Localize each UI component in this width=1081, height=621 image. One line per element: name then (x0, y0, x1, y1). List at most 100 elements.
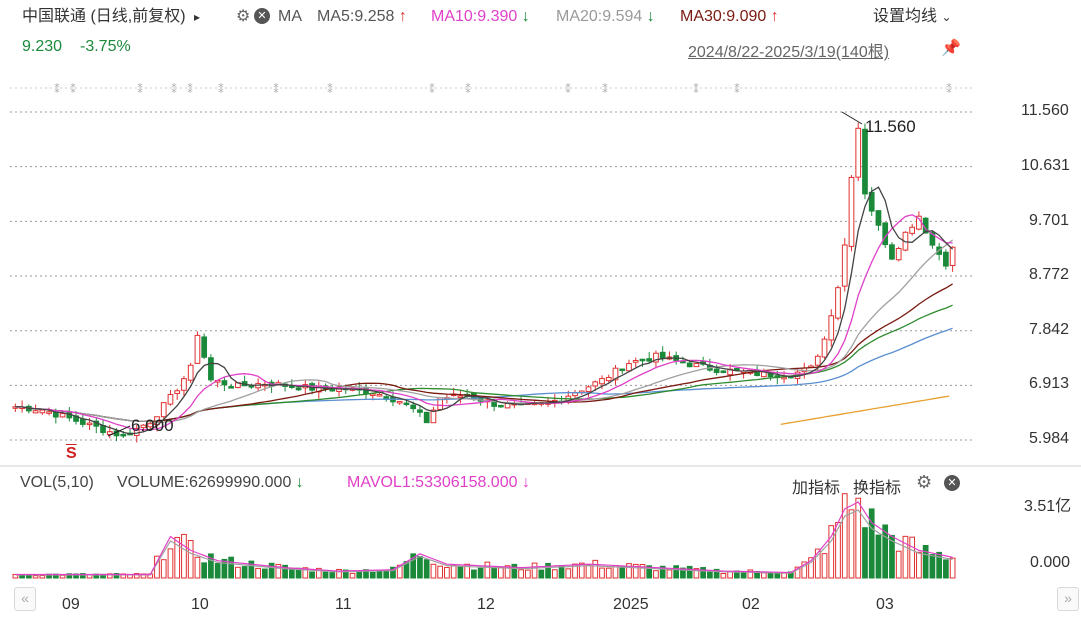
y-tick-label: 8.772 (1029, 266, 1070, 283)
volume-chart (12, 493, 956, 579)
volume-bar (632, 563, 639, 579)
volume-bar (282, 564, 288, 579)
candle (140, 424, 147, 429)
volume-bar (558, 565, 565, 579)
x-tick-label: 11 (335, 596, 352, 613)
candle (821, 338, 828, 358)
volume-bar (686, 565, 693, 579)
volume-bar (417, 555, 423, 579)
candle (612, 367, 619, 381)
volume-bar (255, 567, 261, 579)
scroll-right-button[interactable]: » (1057, 587, 1079, 611)
chevron-down-icon: ⌄ (941, 10, 952, 24)
candle (646, 358, 653, 362)
candle (693, 362, 700, 368)
volume-bar (707, 571, 713, 579)
volume-bar (619, 566, 626, 579)
candle (52, 411, 59, 418)
volume-bar (187, 540, 194, 579)
volume-bar (875, 534, 882, 579)
close-icon[interactable]: ✕ (944, 475, 960, 491)
scroll-left-button[interactable]: « (14, 587, 36, 611)
candle (86, 422, 93, 426)
switch-indicator-button[interactable]: 换指标 (853, 480, 902, 497)
candle (828, 315, 835, 341)
volume-bar (497, 566, 504, 579)
ma-gear-icon[interactable]: ⚙ (236, 8, 251, 25)
candle (59, 413, 66, 418)
volume-bar (868, 508, 875, 579)
volume-bar (929, 554, 936, 579)
volume-bar (315, 567, 322, 579)
candle (572, 392, 578, 397)
x-tick-label: 02 (742, 596, 760, 613)
pin-icon[interactable]: 📌 (941, 40, 961, 57)
signal-icon: ⁑ (187, 83, 193, 96)
candle (410, 404, 417, 410)
candle (167, 394, 174, 405)
signal-marker: S (66, 445, 77, 462)
ma5-line (15, 186, 954, 435)
ma-settings-button[interactable]: 设置均线 ⌄ (873, 8, 952, 25)
ma10-value: MA10:9.390 ↓ (431, 8, 530, 25)
candle (599, 378, 605, 385)
volume-bar (59, 574, 66, 579)
candle (592, 381, 599, 387)
volume-bar (659, 565, 666, 579)
ma30-arrow: ↑ (770, 8, 779, 25)
volume-bar (79, 573, 86, 579)
candle (814, 355, 821, 366)
signal-icon: ⁑ (429, 83, 435, 96)
signal-icon: ⁑ (734, 83, 740, 96)
ma250-line (780, 395, 950, 426)
current-price: 9.230 (22, 38, 63, 55)
volume-bar (551, 569, 558, 579)
volume-arrow: ↓ (295, 474, 304, 491)
candle (848, 176, 855, 247)
low-annotation: 6.000 (131, 416, 174, 435)
volume-bar (484, 561, 491, 579)
ma-close-icon[interactable]: ✕ (254, 8, 270, 24)
volume-bar (801, 561, 808, 579)
volume-bar (781, 572, 787, 579)
volume-bar (194, 556, 201, 579)
volume-bar (241, 566, 248, 579)
volume-bar (767, 573, 774, 579)
volume-bar (322, 571, 329, 579)
ma10-arrow: ↓ (521, 8, 530, 25)
candle (619, 368, 626, 372)
mavol2-line (15, 509, 953, 576)
gear-icon[interactable]: ⚙ (916, 472, 933, 492)
volume-bar (848, 509, 855, 579)
mavol-value: MAVOL1:53306158.000 ↓ (347, 474, 530, 491)
y-tick-label: 7.842 (1029, 321, 1070, 338)
signal-icon: ⁑ (137, 83, 143, 96)
volume-bar (531, 562, 538, 579)
volume-bar (450, 565, 457, 579)
stock-title[interactable]: 中国联通 (日线,前复权) ▸ (22, 6, 200, 28)
candle (875, 210, 882, 226)
candle (457, 395, 464, 399)
candle (626, 363, 632, 372)
volume-bar (943, 559, 949, 579)
price-chart[interactable]: ⁑ ⁑ ⁑ ⁑ ⁑ ⁑ ⁑ ⁑ ⁑ ⁑ ⁑ ⁑ ⁑ ⁑ ⁑ (0, 0, 1081, 470)
volume-bar (302, 567, 309, 579)
candle (208, 357, 214, 381)
candle (895, 247, 902, 261)
y-tick-label: 11.560 (1021, 102, 1069, 119)
volume-bar (113, 573, 120, 579)
volume-bar (336, 568, 342, 579)
volume-bar (538, 569, 545, 579)
candle (943, 251, 949, 267)
volume-bar (214, 563, 221, 579)
volume-bar (518, 569, 524, 579)
vol-tick-label: 0.000 (1030, 554, 1071, 571)
ma20-arrow: ↓ (646, 8, 655, 25)
add-indicator-button[interactable]: 加指标 (792, 480, 841, 497)
volume-bar (774, 573, 781, 579)
volume-bar (390, 566, 396, 579)
ma120-line (15, 327, 953, 422)
price-change: -3.75% (80, 38, 131, 55)
title-dropdown-icon[interactable]: ▸ (194, 10, 201, 24)
volume-bar (713, 568, 720, 579)
